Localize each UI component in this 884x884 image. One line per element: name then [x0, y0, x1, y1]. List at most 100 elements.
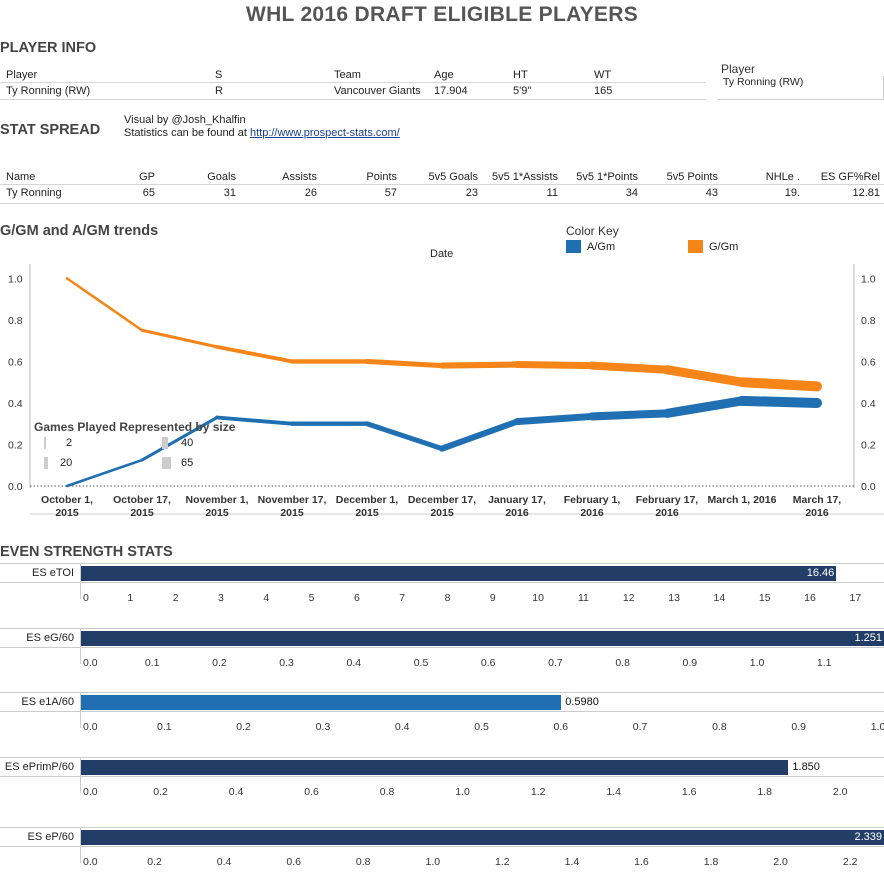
- player-filter-value[interactable]: Ty Ronning (RW): [718, 76, 884, 100]
- es-bar-tick-label: 0.5: [474, 721, 489, 733]
- stat-nhle: 19.: [784, 187, 800, 199]
- trend-chart[interactable]: 1.0 1.0 0.8 0.8 0.6 0.6 0.4 0.4 0.2 0.2 0.0 0.0 Oct…: [0, 262, 884, 524]
- x-tick-label-year: 2015: [55, 507, 79, 519]
- stat-points: 57: [384, 187, 397, 199]
- es-bar-tick-label: 1.0: [455, 786, 470, 798]
- size-65-mark: [162, 457, 171, 469]
- es-bar-tick-label: 0.2: [212, 657, 227, 669]
- series-segment-a-gm: [140, 415, 219, 462]
- source-prefix: Statistics can be found at: [124, 127, 250, 139]
- es-bar-tick-label: 0.0: [83, 856, 98, 868]
- es-bar-label: ES eP/60: [27, 831, 74, 843]
- series-segment-a-gm: [737, 395, 822, 408]
- player-info-col-team: Team: [334, 69, 361, 81]
- es-bar-tick-label: 0.4: [228, 786, 244, 798]
- es-bar-tick-label: 0.6: [304, 786, 319, 798]
- player-info-col-s: S: [215, 69, 223, 81]
- stat-col-name: Name: [6, 171, 36, 183]
- stat-col-5v5-assists: 5v5 1*Assists: [491, 171, 558, 183]
- es-bar-tick-label: 0.1: [156, 721, 172, 733]
- player-info-wt: 165: [594, 85, 613, 97]
- a-gm-swatch: [566, 240, 581, 253]
- es-bar-tick-label: 1: [127, 592, 134, 604]
- es-bar-tick-label: 1.2: [495, 856, 510, 868]
- y-tick-label-left: 0.8: [8, 315, 23, 327]
- es-bar-tick-label: 0.1: [144, 657, 160, 669]
- es-bar-tick-label: 0.2: [147, 856, 162, 868]
- es-bar-tick-label: 1.6: [681, 786, 697, 798]
- es-bar-tick-label: 7: [399, 592, 406, 604]
- es-bar-frame: [0, 692, 884, 712]
- x-tick-label-year: 2015: [430, 507, 454, 519]
- es-bar-tick-label: 1.8: [757, 786, 773, 798]
- es-bar-axis-line: [80, 563, 81, 599]
- player-info-age: 17.904: [434, 85, 468, 97]
- es-bar[interactable]: [81, 760, 789, 775]
- es-bar-tick-label: 0.4: [394, 721, 410, 733]
- x-tick-label-year: 2016: [580, 507, 604, 519]
- es-bar[interactable]: [81, 695, 562, 710]
- player-info-team: Vancouver Giants: [334, 85, 421, 97]
- size-legend-65: 65: [162, 457, 193, 469]
- es-bar-tick-label: 11: [578, 592, 589, 604]
- size-2-mark: [44, 437, 46, 449]
- es-bar-tick-label: 4: [263, 592, 270, 604]
- x-tick-label: November 17,: [258, 494, 327, 506]
- es-bar-tick-label: 1.0: [870, 721, 884, 733]
- series-segment-g-gm: [65, 277, 144, 332]
- es-bar-tick-label: 1.8: [703, 856, 719, 868]
- source-link[interactable]: http://www.prospect-stats.com/: [249, 127, 400, 139]
- es-bar-tick-label: 0.2: [236, 721, 251, 733]
- es-bar-tick-label: 0.9: [791, 721, 806, 733]
- y-tick-label-right: 0.4: [861, 398, 876, 410]
- size-legend-2: 2: [44, 437, 72, 449]
- x-tick-label: March 1, 2016: [708, 494, 777, 506]
- x-tick-label-year: 2016: [805, 507, 829, 519]
- es-bar-tick-label: 0.8: [355, 856, 371, 868]
- color-key-a-gm[interactable]: A/Gm: [566, 240, 615, 253]
- color-key-g-gm[interactable]: G/Gm: [688, 240, 738, 253]
- es-bar-tick-label: 3: [218, 592, 224, 604]
- es-bar-tick-label: 6: [353, 592, 360, 604]
- player-info-player: Ty Ronning (RW): [6, 85, 91, 97]
- x-tick-label: December 17,: [408, 494, 476, 506]
- size-legend-title: Games Played Represented by size: [34, 420, 236, 434]
- size-65-label: 65: [181, 457, 194, 469]
- es-bar[interactable]: [81, 631, 884, 646]
- stat-col-5v5-points: 5v5 Points: [666, 171, 718, 183]
- es-bar[interactable]: [81, 830, 884, 845]
- es-bar-tick-label: 0.6: [553, 721, 569, 733]
- series-segment-a-gm: [215, 415, 294, 426]
- x-tick-label: February 1,: [564, 494, 621, 506]
- player-info-col-ht: HT: [513, 69, 528, 81]
- player-filter[interactable]: Player Ty Ronning (RW): [718, 62, 884, 102]
- es-bar-axis-line: [80, 757, 81, 793]
- stat-name: Ty Ronning: [6, 187, 62, 199]
- series-segment-a-gm: [364, 421, 445, 452]
- stat-divider: [0, 184, 884, 185]
- es-bar-tick-label: 0.0: [83, 657, 98, 669]
- es-bar-tick-label: 0.2: [153, 786, 168, 798]
- es-bar-label: ES e1A/60: [21, 696, 74, 708]
- stat-bottom-divider: [0, 203, 884, 204]
- series-segment-a-gm: [662, 396, 747, 418]
- es-bar-axis-line: [80, 692, 81, 728]
- es-bar-row: ES eG/60 1.251 0.0 0.1 0.2 0.3 0.4 0.5 0.6 0.7 0.8…: [0, 628, 884, 678]
- es-bar[interactable]: [81, 566, 837, 581]
- y-tick-label-left: 0.0: [8, 481, 23, 493]
- y-tick-label-right: 0.2: [861, 439, 876, 451]
- player-filter-label: Player: [721, 62, 756, 76]
- es-bar-tick-label: 1.1: [816, 657, 832, 669]
- es-bar-tick-label: 14: [713, 592, 726, 604]
- g-gm-label: G/Gm: [709, 240, 739, 253]
- es-bar-row: ES ePrimP/60 1.850 0.0 0.2 0.4 0.6 0.8 1.0 1.2 1.…: [0, 757, 884, 807]
- es-bar-tick-label: 0.7: [632, 721, 648, 733]
- size-2-label: 2: [66, 437, 73, 449]
- es-bar-axis-line: [80, 827, 81, 863]
- size-40-mark: [162, 437, 168, 449]
- es-bar-row: ES e1A/60 0.5980 0.0 0.1 0.2 0.3 0.4 0.5 0.6 0.7 0…: [0, 692, 884, 742]
- trends-heading: G/GM and A/GM trends: [0, 223, 159, 239]
- es-bar-frame: [0, 628, 884, 648]
- es-bar-value: 0.5980: [565, 696, 599, 708]
